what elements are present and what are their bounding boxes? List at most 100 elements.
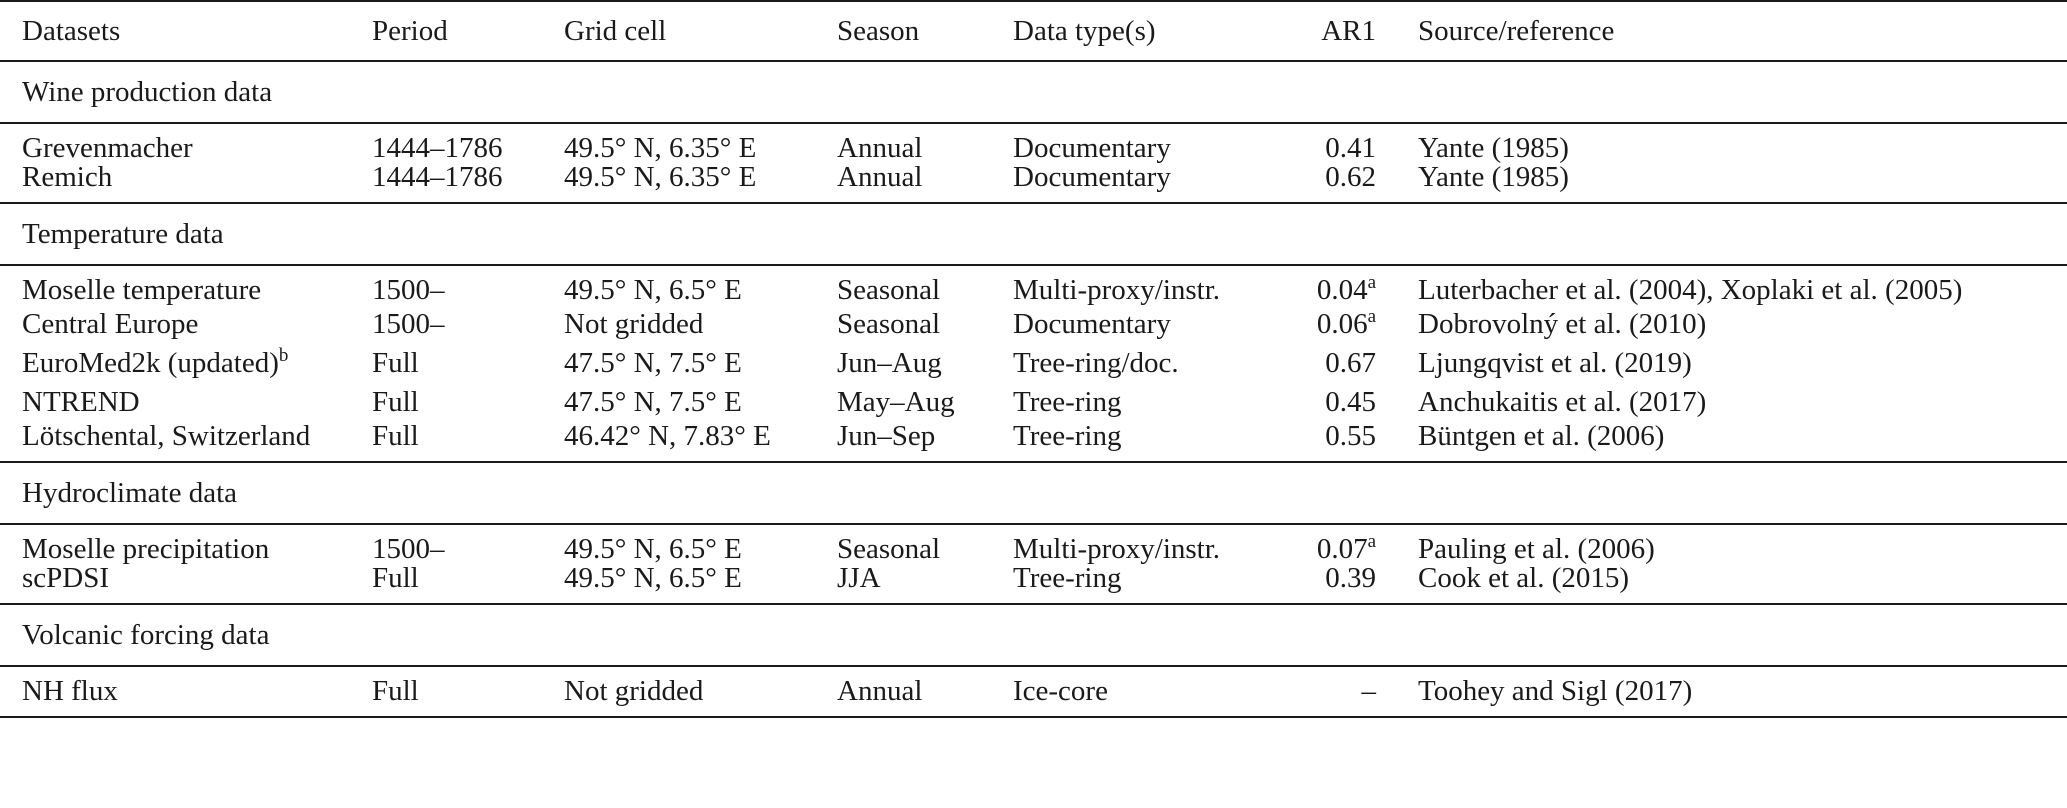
cell-ar1-text: 0.55 xyxy=(1325,420,1376,452)
cell-grid-cell-text: Not gridded xyxy=(564,308,704,340)
cell-season-text: May–Aug xyxy=(837,386,955,418)
cell-period: 1444–1786 xyxy=(372,163,564,204)
cell-ar1-text: 0.62 xyxy=(1325,161,1376,193)
cell-ar1-text: 0.07 xyxy=(1316,533,1368,565)
cell-ar1: 0.45 xyxy=(1273,383,1401,422)
cell-grid-cell-text: 49.5° N, 6.5° E xyxy=(564,274,742,306)
cell-dataset-text: NTREND xyxy=(22,386,140,418)
cell-season-text: Annual xyxy=(837,132,923,164)
cell-source: Luterbacher et al. (2004), Xoplaki et al… xyxy=(1401,265,2067,305)
cell-grid-cell: 46.42° N, 7.83° E xyxy=(564,420,837,463)
cell-period: Full xyxy=(372,666,564,718)
table-row: Moselle temperature 1500– 49.5° N, 6.5° E S… xyxy=(0,265,2067,305)
table-row: NH flux Full Not gridded Annual Ice-core – Too… xyxy=(0,666,2067,718)
cell-source: Ljungqvist et al. (2019) xyxy=(1401,344,2067,383)
cell-dataset-text: Moselle precipitation xyxy=(22,533,270,565)
cell-season-text: JJA xyxy=(837,562,881,594)
cell-ar1: 0.55 xyxy=(1273,420,1401,463)
cell-data-type: Tree-ring xyxy=(1013,562,1273,605)
cell-grid-cell: 47.5° N, 7.5° E xyxy=(564,383,837,422)
cell-grid-cell: 49.5° N, 6.5° E xyxy=(564,265,837,305)
cell-source-text: Anchukaitis et al. (2017) xyxy=(1418,386,1707,418)
cell-season-text: Seasonal xyxy=(837,274,941,306)
table-row: Lötschental, Switzerland Full 46.42° N, 7.… xyxy=(0,420,2067,463)
cell-grid-cell-text: 46.42° N, 7.83° E xyxy=(564,420,771,452)
table-row: Central Europe 1500– Not gridded Seasonal Do… xyxy=(0,305,2067,344)
cell-dataset-text: Central Europe xyxy=(22,308,199,340)
cell-grid-cell-text: 49.5° N, 6.35° E xyxy=(564,132,757,164)
cell-dataset-text: scPDSI xyxy=(22,562,110,594)
cell-source-text: Pauling et al. (2006) xyxy=(1418,533,1655,565)
cell-ar1-text: 0.04 xyxy=(1316,274,1368,306)
cell-grid-cell-text: 47.5° N, 7.5° E xyxy=(564,386,742,418)
cell-period-text: 1500– xyxy=(372,533,445,565)
cell-season: Jun–Sep xyxy=(837,420,1013,463)
cell-ar1: – xyxy=(1273,666,1401,718)
cell-season: Annual xyxy=(837,123,1013,163)
cell-ar1-text: 0.67 xyxy=(1325,347,1376,379)
cell-grid-cell: 49.5° N, 6.35° E xyxy=(564,163,837,204)
cell-data-type: Documentary xyxy=(1013,305,1273,344)
cell-data-type-text: Tree-ring xyxy=(1013,420,1122,452)
cell-ar1: 0.62 xyxy=(1273,161,1401,204)
cell-ar1: 0.04a xyxy=(1273,265,1401,305)
cell-grid-cell-text: Not gridded xyxy=(564,675,704,707)
cell-grid-cell: 49.5° N, 6.5° E xyxy=(564,524,837,564)
cell-source-text: Dobrovolný et al. (2010) xyxy=(1418,308,1707,340)
cell-source-text: Luterbacher et al. (2004), Xoplaki et al… xyxy=(1418,274,1963,306)
cell-dataset-text: EuroMed2k (updated) xyxy=(22,347,279,379)
cell-source: Dobrovolný et al. (2010) xyxy=(1401,305,2067,344)
cell-data-type: Tree-ring xyxy=(1013,420,1273,463)
cell-season: Annual xyxy=(837,161,1013,204)
cell-source-text: Büntgen et al. (2006) xyxy=(1418,420,1665,452)
cell-period-text: 1500– xyxy=(372,308,445,340)
cell-dataset: EuroMed2k (updated)b xyxy=(0,344,372,383)
cell-season-text: Seasonal xyxy=(837,308,941,340)
cell-dataset-text: NH flux xyxy=(22,675,118,707)
cell-period: Full xyxy=(372,422,564,463)
cell-season-text: Annual xyxy=(837,675,923,707)
cell-period-text: Full xyxy=(372,562,419,594)
datasets-table: Datasets Period Grid cell Season Data ty… xyxy=(0,0,2067,718)
cell-source: Büntgen et al. (2006) xyxy=(1401,420,2067,463)
header-source-reference: Source/reference xyxy=(1401,0,2067,62)
cell-data-type-text: Tree-ring/doc. xyxy=(1013,347,1179,379)
cell-period: 1444–1786 xyxy=(372,123,564,163)
cell-ar1-text: 0.45 xyxy=(1325,386,1376,418)
section-title: Hydroclimate data xyxy=(0,462,2067,525)
cell-dataset: NTREND xyxy=(0,383,372,422)
cell-season: Seasonal xyxy=(837,305,1013,344)
header-ar1: AR1 xyxy=(1273,0,1401,62)
cell-grid-cell-text: 49.5° N, 6.5° E xyxy=(564,562,742,594)
cell-data-type: Documentary xyxy=(1013,161,1273,204)
cell-data-type: Multi-proxy/instr. xyxy=(1013,524,1273,564)
cell-source: Anchukaitis et al. (2017) xyxy=(1401,383,2067,422)
cell-period: Full xyxy=(372,383,564,422)
cell-data-type-text: Documentary xyxy=(1013,161,1171,193)
cell-dataset-text: Remich xyxy=(22,161,113,193)
cell-season: May–Aug xyxy=(837,383,1013,422)
table-row: NTREND Full 47.5° N, 7.5° E May–Aug Tree-rin… xyxy=(0,383,2067,422)
section-header-row: Volcanic forcing data xyxy=(0,604,2067,667)
header-period: Period xyxy=(372,0,564,62)
cell-period-text: Full xyxy=(372,386,419,418)
cell-season-text: Annual xyxy=(837,161,923,193)
header-data-types: Data type(s) xyxy=(1013,0,1273,62)
cell-season-text: Seasonal xyxy=(837,533,941,565)
cell-data-type-text: Multi-proxy/instr. xyxy=(1013,533,1221,565)
cell-ar1: 0.39 xyxy=(1273,564,1401,605)
cell-period-text: Full xyxy=(372,347,419,379)
footnote-marker: b xyxy=(278,345,289,366)
cell-season-text: Jun–Sep xyxy=(837,420,936,452)
header-datasets: Datasets xyxy=(0,0,372,62)
cell-data-type-text: Tree-ring xyxy=(1013,386,1122,418)
cell-dataset: Moselle temperature xyxy=(0,265,372,305)
cell-dataset: Remich xyxy=(0,161,372,204)
cell-period-text: Full xyxy=(372,675,419,707)
cell-data-type-text: Documentary xyxy=(1013,132,1171,164)
cell-ar1: 0.07a xyxy=(1273,524,1401,564)
cell-period-text: 1500– xyxy=(372,274,445,306)
cell-grid-cell-text: 47.5° N, 7.5° E xyxy=(564,347,742,379)
cell-data-type-text: Tree-ring xyxy=(1013,562,1122,594)
